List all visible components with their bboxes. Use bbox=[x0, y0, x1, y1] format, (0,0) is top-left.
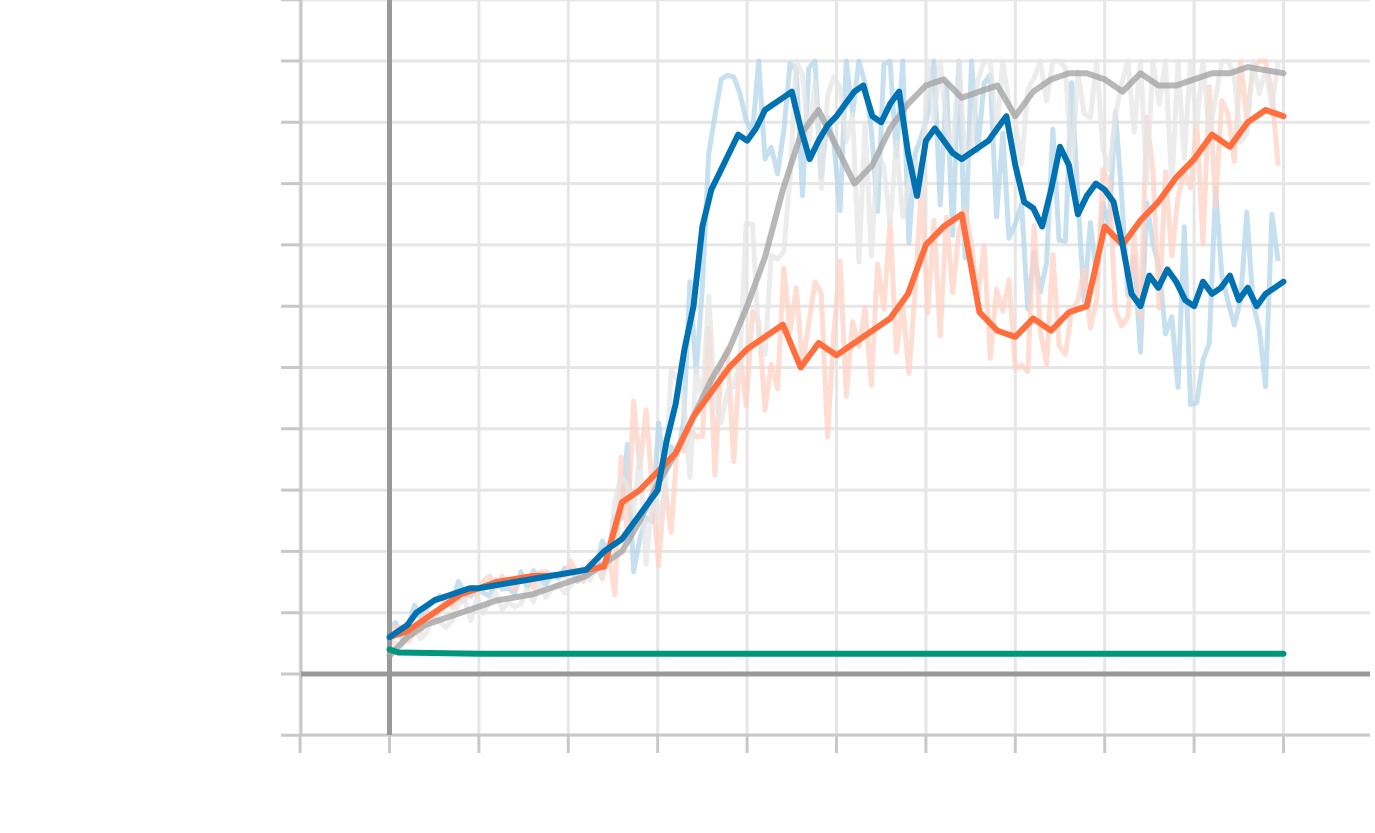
series-line-series_d bbox=[386, 646, 1287, 657]
series-line-series_c bbox=[386, 64, 1287, 659]
axis-ticks bbox=[281, 0, 1285, 753]
series-line-series_a bbox=[386, 82, 1287, 641]
raw-series-bands bbox=[387, 58, 1281, 660]
series-lines bbox=[386, 64, 1287, 659]
